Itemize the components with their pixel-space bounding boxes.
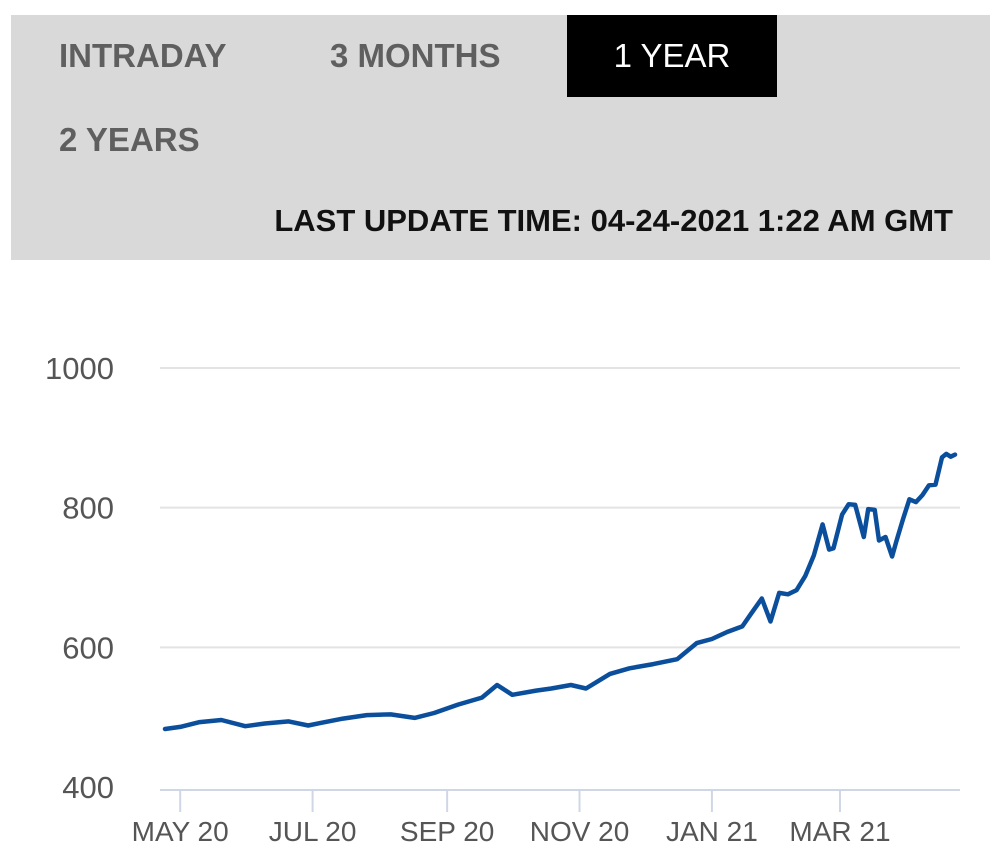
last-update-time: LAST UPDATE TIME: 04-24-2021 1:22 AM GMT [274, 203, 953, 238]
tab-3-months[interactable]: 3 MONTHS [330, 37, 501, 74]
price-line [162, 451, 958, 732]
x-tick-label: SEP 20 [400, 816, 494, 847]
x-tick-label: MAY 20 [132, 816, 229, 847]
tab-2-years[interactable]: 2 YEARS [59, 121, 200, 158]
tab-1-year[interactable]: 1 YEAR [567, 15, 777, 97]
y-tick-label: 400 [62, 770, 114, 805]
x-tick-label: MAR 21 [789, 816, 890, 847]
y-tick-label: 600 [62, 630, 114, 665]
y-tick-label: 1000 [45, 351, 114, 386]
x-tick-label: JAN 21 [666, 816, 758, 847]
tab-intraday[interactable]: INTRADAY [59, 37, 227, 74]
y-tick-label: 800 [62, 491, 114, 526]
x-tick-label: NOV 20 [530, 816, 630, 847]
x-tick-label: JUL 20 [269, 816, 357, 847]
timeframe-panel: INTRADAY 3 MONTHS 1 YEAR 2 YEARS LAST UP… [11, 15, 990, 260]
